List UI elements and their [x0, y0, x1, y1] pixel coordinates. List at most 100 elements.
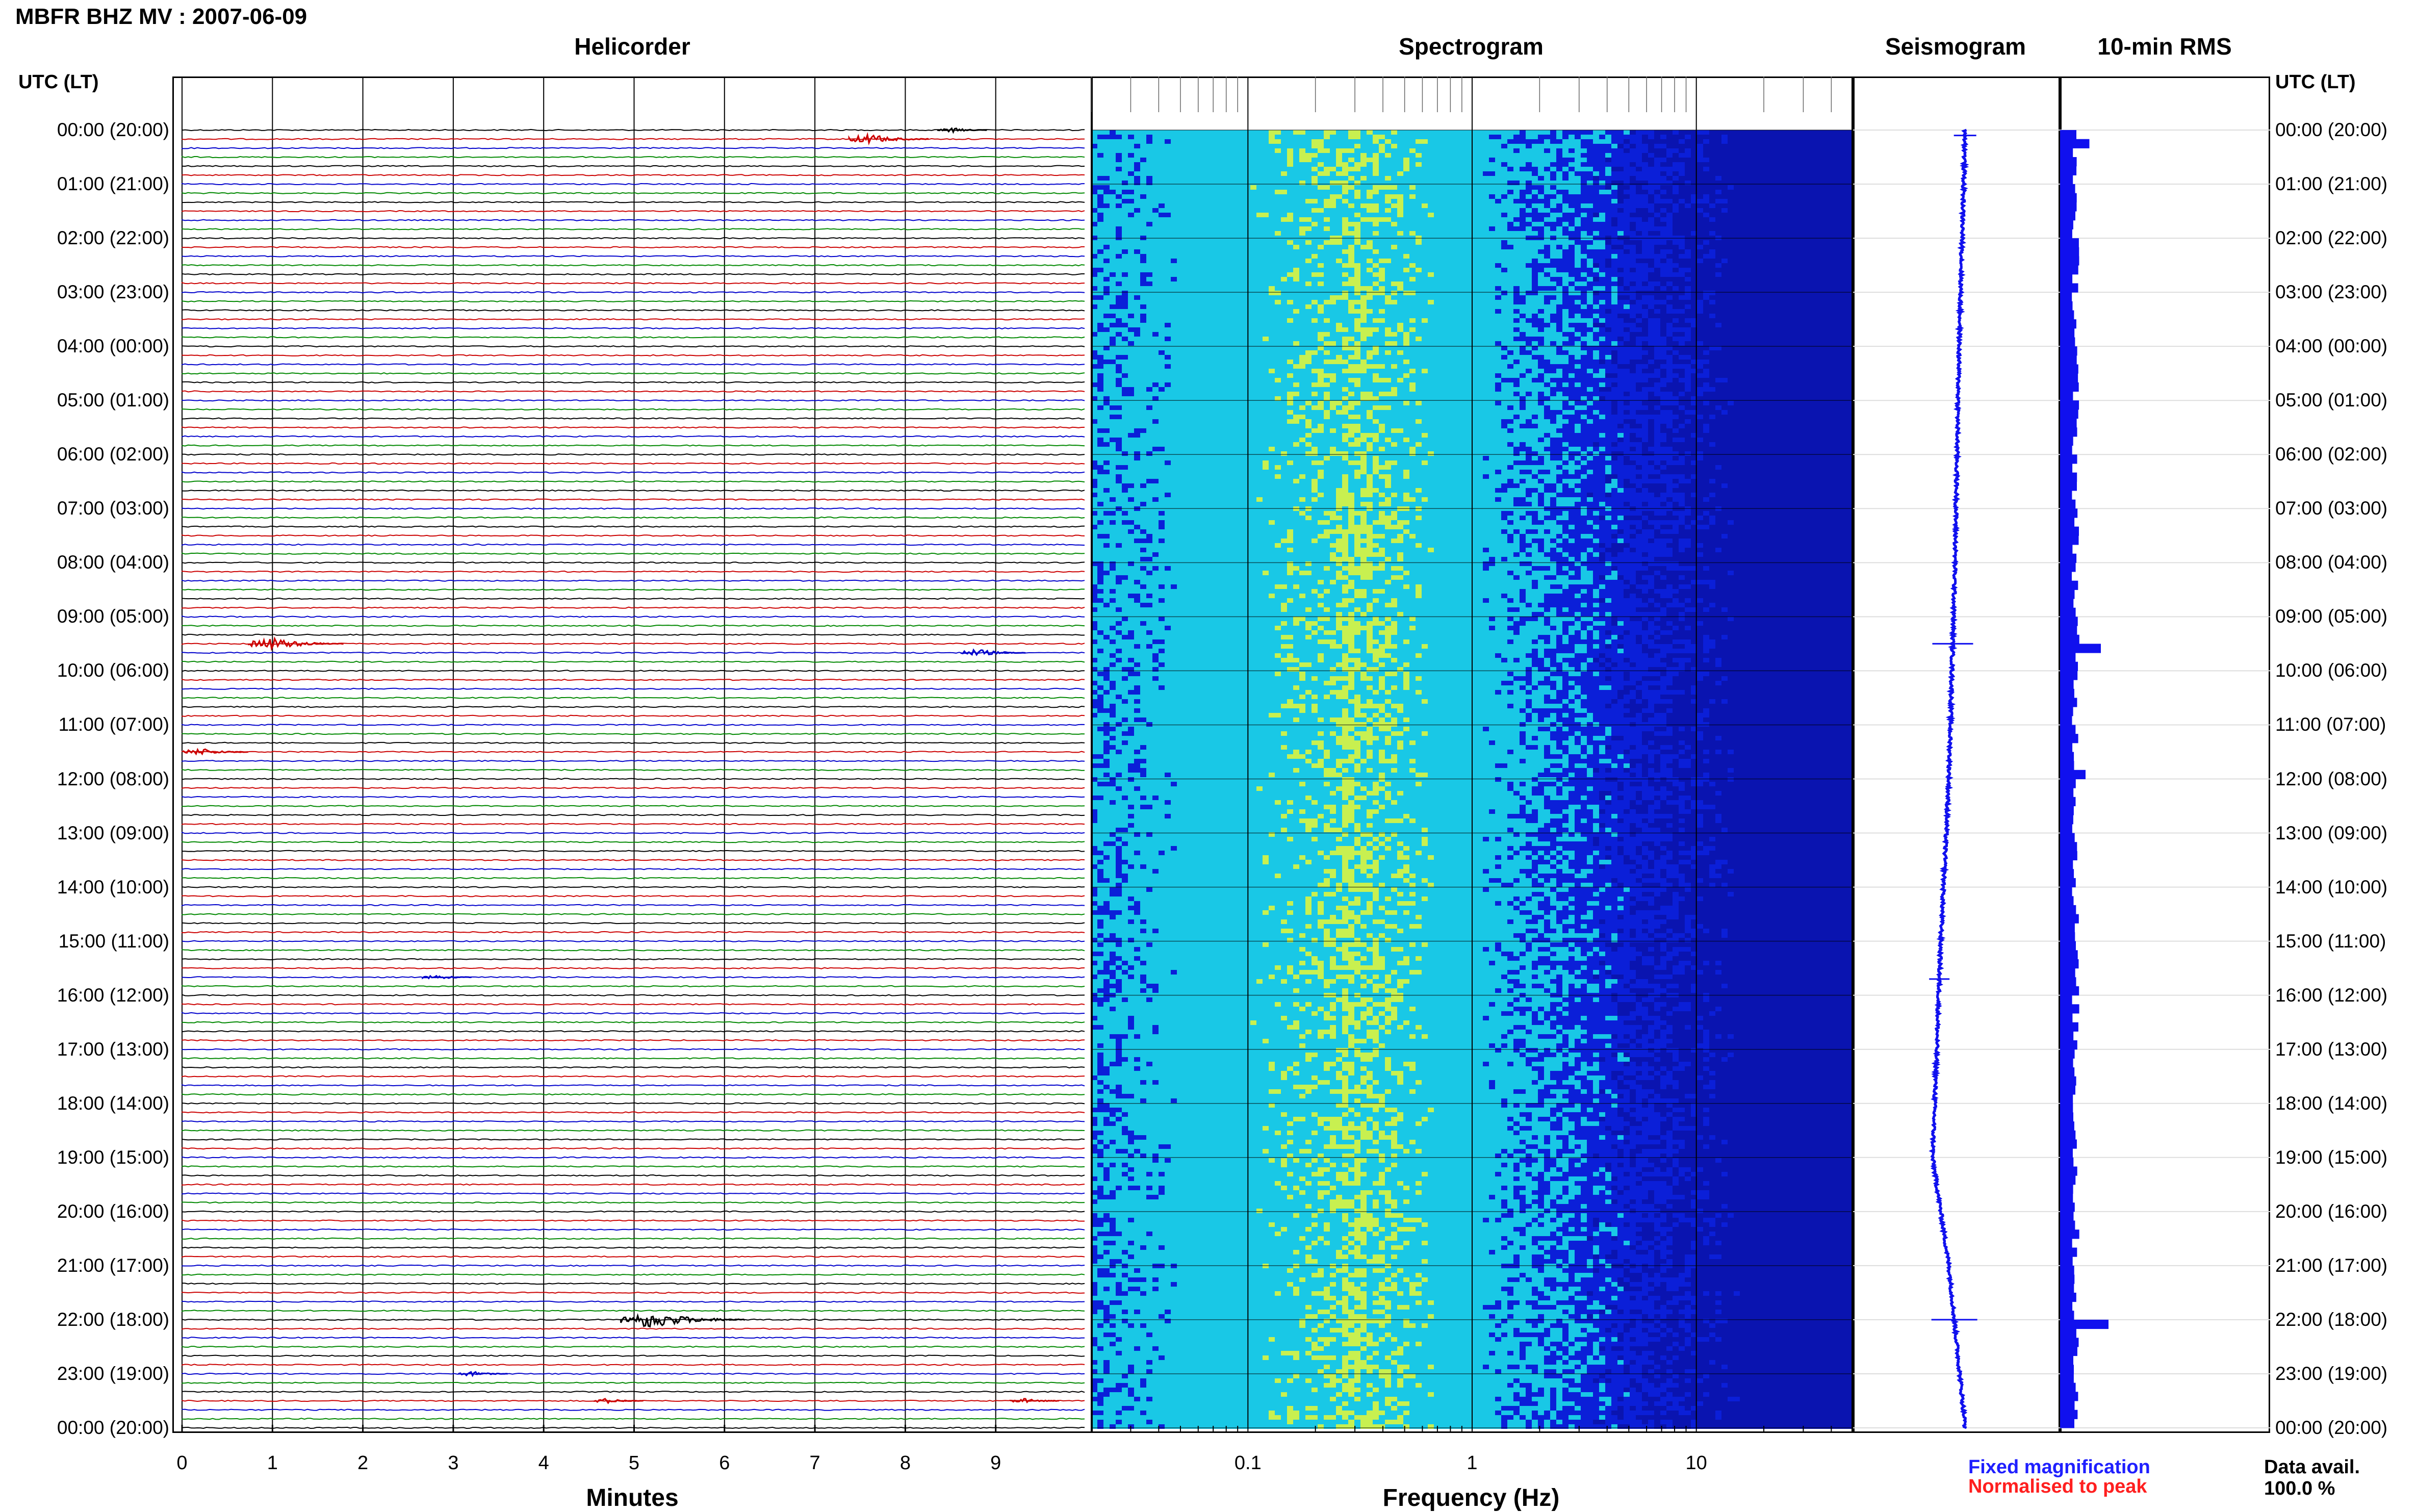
time-label-left-14: 14:00 (10:00) — [31, 877, 169, 898]
spectrogram-cell — [1666, 153, 1673, 158]
spectrogram-cell — [1128, 153, 1134, 158]
time-label-right-21: 21:00 (17:00) — [2275, 1255, 2387, 1276]
spectrogram-cell — [1734, 139, 1740, 144]
spectrogram-cell — [1103, 148, 1110, 153]
spectrogram-cell — [1746, 130, 1752, 135]
spectrogram-cell — [1550, 144, 1556, 148]
spectrogram-cell — [1207, 130, 1214, 135]
spectrogram-cell — [1648, 148, 1654, 153]
spectrogram-plot — [1091, 76, 1853, 1433]
spectrogram-cell — [1513, 130, 1520, 135]
time-label-right-1: 01:00 (21:00) — [2275, 173, 2387, 195]
spectrogram-cell — [1281, 144, 1287, 148]
spectrogram-cell — [1250, 135, 1256, 139]
spectrogram-cell — [1532, 144, 1538, 148]
spectrogram-cell — [1471, 158, 1477, 162]
spectrogram-cell — [1654, 158, 1660, 162]
spectrogram-cell — [1269, 153, 1275, 158]
spectrogram-cell — [1275, 158, 1281, 162]
spectrogram-cell — [1348, 148, 1354, 153]
spectrogram-cell — [1269, 139, 1275, 144]
spectrogram-cell — [1165, 153, 1171, 158]
spectrogram-cell — [1660, 135, 1666, 139]
spectrogram-cell — [1122, 144, 1128, 148]
spectrogram-cell — [1263, 148, 1269, 153]
spectrogram-cell — [1581, 135, 1587, 139]
spectrogram-cell — [1110, 144, 1116, 148]
spectrogram-cell — [1807, 144, 1813, 148]
spectrogram-cell — [1685, 153, 1691, 158]
time-label-left-10: 10:00 (06:00) — [31, 660, 169, 681]
spectrogram-cell — [1116, 144, 1122, 148]
spectrogram-cell — [1660, 130, 1666, 135]
spectrogram-cell — [1360, 144, 1367, 148]
spectrogram-cell — [1140, 148, 1146, 153]
spectrogram-cell — [1636, 139, 1642, 144]
spectrogram-cell — [1813, 130, 1819, 135]
spectrogram-cell — [1489, 153, 1495, 158]
spectrogram-cell — [1538, 158, 1544, 162]
spectrogram-cell — [1171, 144, 1177, 148]
spectrogram-cell — [1458, 144, 1464, 148]
spectrogram-cell — [1642, 148, 1648, 153]
time-label-right-13: 13:00 (09:00) — [2275, 823, 2387, 844]
spectrogram-cell — [1703, 153, 1709, 158]
spectrogram-cell — [1697, 153, 1703, 158]
spectrogram-cell — [1569, 130, 1575, 135]
spectrogram-cell — [1110, 153, 1116, 158]
spectrogram-cell — [1471, 153, 1477, 158]
spectrogram-cell — [1207, 158, 1214, 162]
spectrogram-cell — [1367, 139, 1373, 144]
spectrogram-cell — [1593, 148, 1599, 153]
spectrogram-cell — [1636, 153, 1642, 158]
spectrogram-cell — [1140, 139, 1146, 144]
spectrogram-cell — [1550, 153, 1556, 158]
spectrogram-cell — [1507, 148, 1513, 153]
spectrogram-cell — [1440, 153, 1446, 158]
spectrogram-cell — [1648, 153, 1654, 158]
spectrogram-cell — [1703, 130, 1709, 135]
spectrogram-cell — [1287, 135, 1293, 139]
spectrogram-cell — [1599, 139, 1605, 144]
spectrogram-cell — [1397, 153, 1403, 158]
spectrogram-cell — [1783, 144, 1789, 148]
spectrogram-cell — [1360, 158, 1367, 162]
spectrogram-cell — [1648, 130, 1654, 135]
spectrogram-cell — [1446, 144, 1452, 148]
spectrogram-title: Spectrogram — [1091, 33, 1851, 60]
spectrogram-cell — [1195, 158, 1201, 162]
time-label-left-22: 22:00 (18:00) — [31, 1309, 169, 1330]
spectrogram-cell — [1507, 144, 1513, 148]
spectrogram-cell — [1464, 139, 1471, 144]
spectrogram-cell — [1281, 158, 1287, 162]
spectrogram-cell — [1391, 158, 1397, 162]
spectrogram-cell — [1709, 130, 1715, 135]
spectrogram-cell — [1697, 139, 1703, 144]
spectrogram-cell — [1685, 148, 1691, 153]
spectrogram-cell — [1495, 148, 1501, 153]
spectrogram-cell — [1605, 144, 1611, 148]
spectrogram-cell — [1287, 144, 1293, 148]
spectrogram-cell — [1642, 139, 1648, 144]
spectrogram-cell — [1140, 153, 1146, 158]
spectrogram-cell — [1581, 148, 1587, 153]
spectrogram-cell — [1801, 144, 1807, 148]
spectrogram-cell — [1569, 135, 1575, 139]
spectrogram-cell — [1128, 130, 1134, 135]
spectrogram-cell — [1483, 158, 1489, 162]
spectrogram-cell — [1146, 130, 1152, 135]
spectrogram-cell — [1152, 130, 1159, 135]
spectrogram-cell — [1391, 135, 1397, 139]
spectrogram-cell — [1740, 130, 1746, 135]
spectrogram-cell — [1330, 139, 1336, 144]
spectrogram-cell — [1305, 148, 1312, 153]
spectrogram-cell — [1734, 144, 1740, 148]
spectrogram-cell — [1807, 153, 1813, 158]
spectrogram-cell — [1354, 139, 1360, 144]
spectrogram-cell — [1097, 158, 1103, 162]
spectrogram-cell — [1367, 130, 1373, 135]
spectrogram-cell — [1220, 153, 1226, 158]
spectrogram-cell — [1483, 144, 1489, 148]
spectrogram-cell — [1256, 148, 1263, 153]
time-label-right-22: 22:00 (18:00) — [2275, 1309, 2387, 1330]
